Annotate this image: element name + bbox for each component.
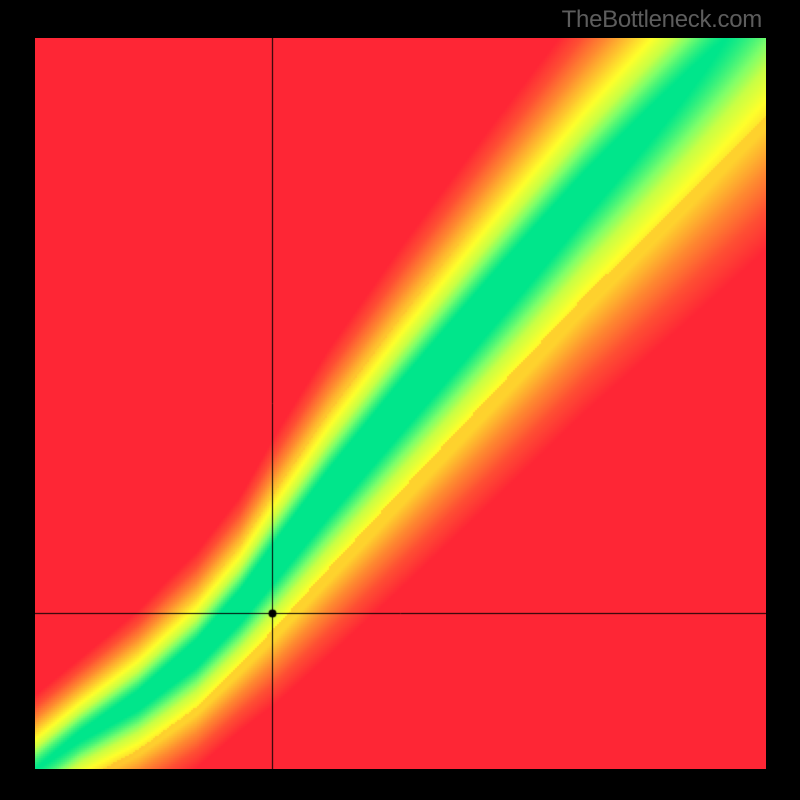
bottleneck-heatmap bbox=[35, 38, 766, 769]
watermark-text: TheBottleneck.com bbox=[562, 6, 762, 34]
